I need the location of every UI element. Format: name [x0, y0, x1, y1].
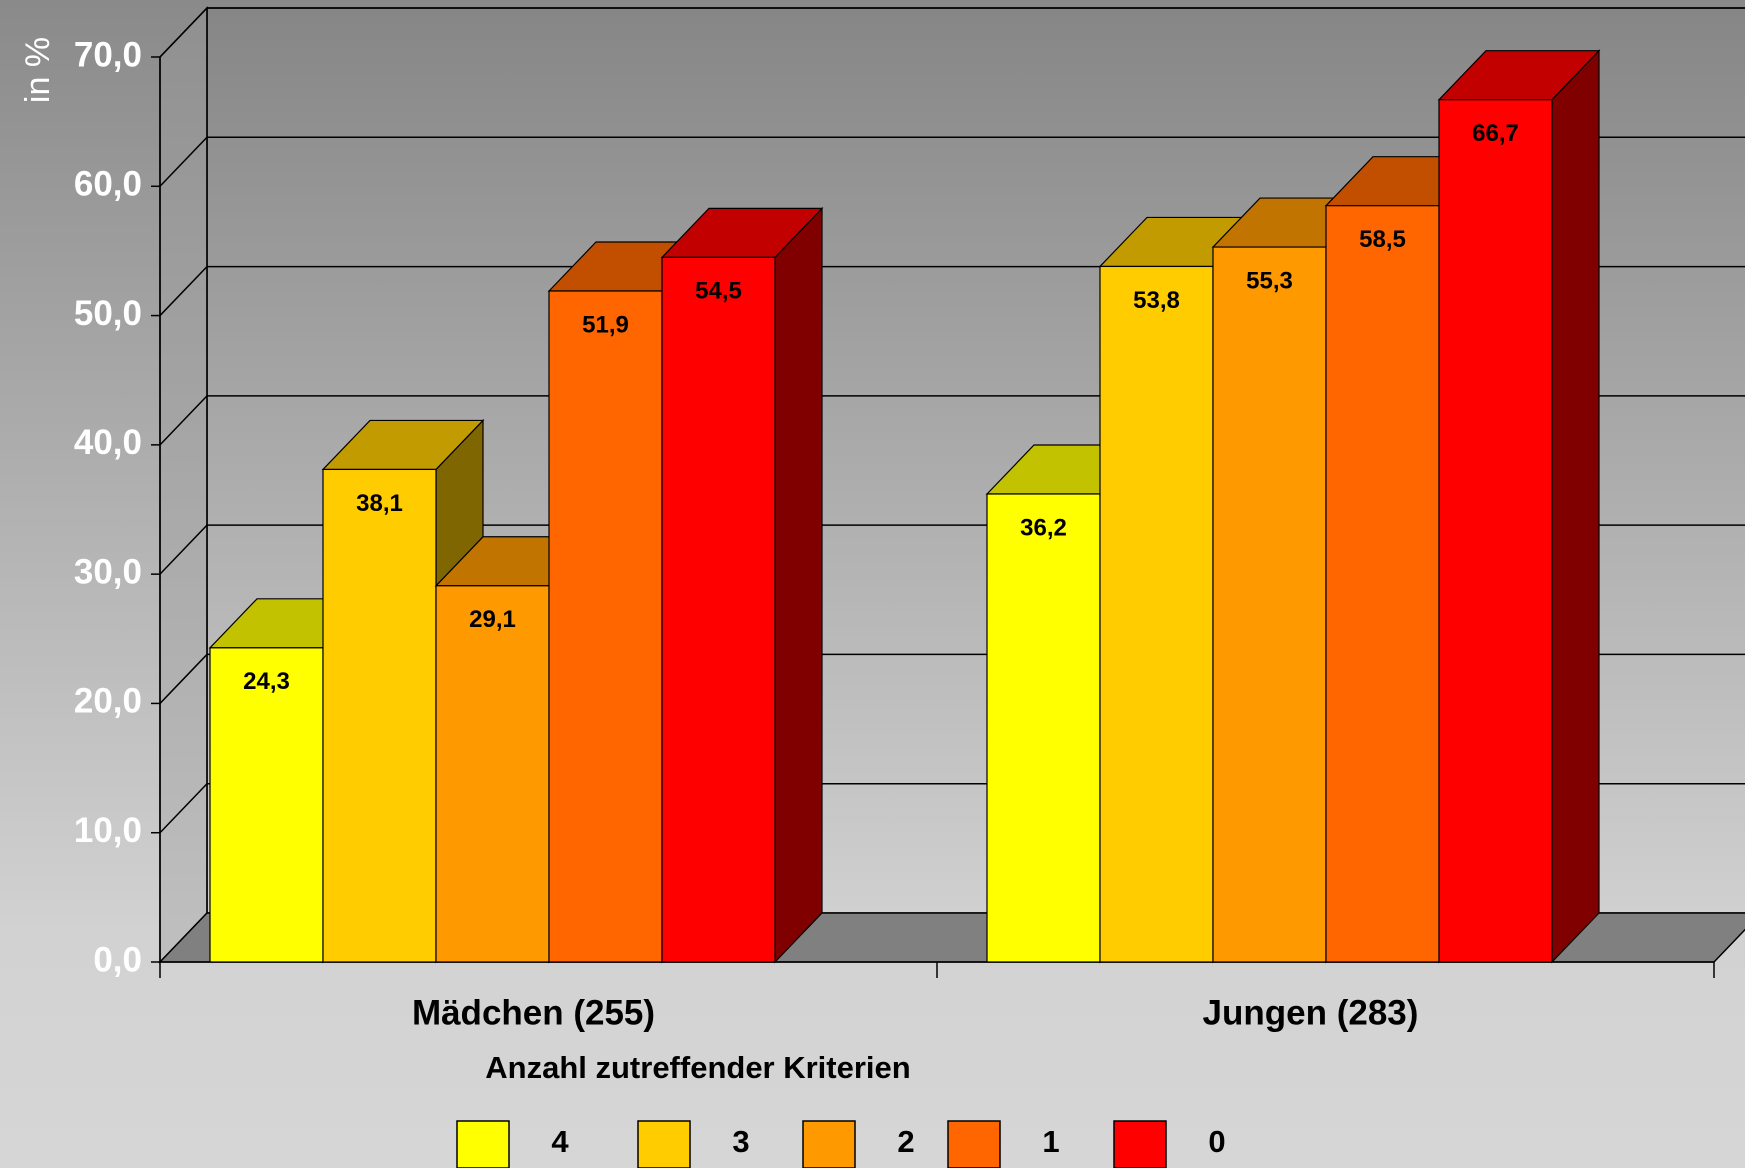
data-label: 38,1 [356, 490, 403, 517]
side-wall [159, 6, 208, 964]
legend-label: 2 [897, 1124, 914, 1159]
y-tick-label: 20,0 [74, 682, 142, 721]
data-label: 54,5 [695, 278, 742, 305]
bar: 54,5 [660, 206, 824, 964]
bar: 66,7 [1437, 49, 1601, 964]
bar-front [1438, 99, 1553, 963]
legend-label: 1 [1042, 1124, 1059, 1159]
legend-label: 3 [732, 1124, 749, 1159]
legend-swatch [802, 1120, 856, 1168]
data-label: 29,1 [469, 606, 516, 633]
bar-front [435, 585, 550, 963]
bar-side [1551, 49, 1600, 964]
bar-front [986, 493, 1101, 963]
x-category-label: Jungen (283) [1203, 993, 1419, 1032]
bar-front [1325, 205, 1440, 963]
y-tick-label: 40,0 [74, 423, 142, 462]
legend-label: 0 [1208, 1124, 1225, 1159]
data-label: 55,3 [1246, 267, 1293, 294]
y-tick-label: 60,0 [74, 165, 142, 204]
y-tick-label: 30,0 [74, 552, 142, 591]
y-axis-label: in % [19, 37, 57, 103]
legend: Anzahl zutreffender Kriterien 4 3 2 1 0 [456, 1050, 1226, 1168]
data-label: 53,8 [1133, 287, 1180, 314]
legend-swatch [947, 1120, 1001, 1168]
y-tick-label: 0,0 [93, 940, 142, 979]
bar-front [1099, 265, 1214, 963]
legend-swatch [456, 1120, 510, 1168]
legend-entry: 3 [637, 1120, 750, 1168]
legend-swatch [637, 1120, 691, 1168]
legend-entry: 2 [802, 1120, 915, 1168]
gridline [159, 136, 1745, 187]
y-tick-label: 70,0 [74, 35, 142, 74]
gridline [159, 7, 1745, 58]
plot-area: 0,0 10,0 20,0 30,0 40,0 50,0 60,0 70,0 24,3 38,1 2… [74, 6, 1745, 1032]
data-label: 24,3 [243, 668, 290, 695]
data-label: 51,9 [582, 311, 629, 338]
legend-entry: 4 [456, 1120, 569, 1168]
data-label: 36,2 [1020, 514, 1067, 541]
bar-front [1212, 246, 1327, 963]
legend-label: 4 [551, 1124, 569, 1159]
x-category-label: Mädchen (255) [412, 993, 655, 1032]
legend-title: Anzahl zutreffender Kriterien [485, 1050, 910, 1085]
bar-front [209, 647, 324, 963]
bar-side [774, 206, 823, 964]
legend-entry: 0 [1113, 1120, 1226, 1168]
bar-front [661, 256, 776, 963]
bar-front [322, 468, 437, 963]
data-label: 58,5 [1359, 226, 1406, 253]
legend-entry: 1 [947, 1120, 1060, 1168]
y-tick-label: 10,0 [74, 811, 142, 850]
data-label: 66,7 [1472, 120, 1519, 147]
legend-swatch [1113, 1120, 1167, 1168]
y-tick-label: 50,0 [74, 294, 142, 333]
bar-front [548, 290, 663, 963]
